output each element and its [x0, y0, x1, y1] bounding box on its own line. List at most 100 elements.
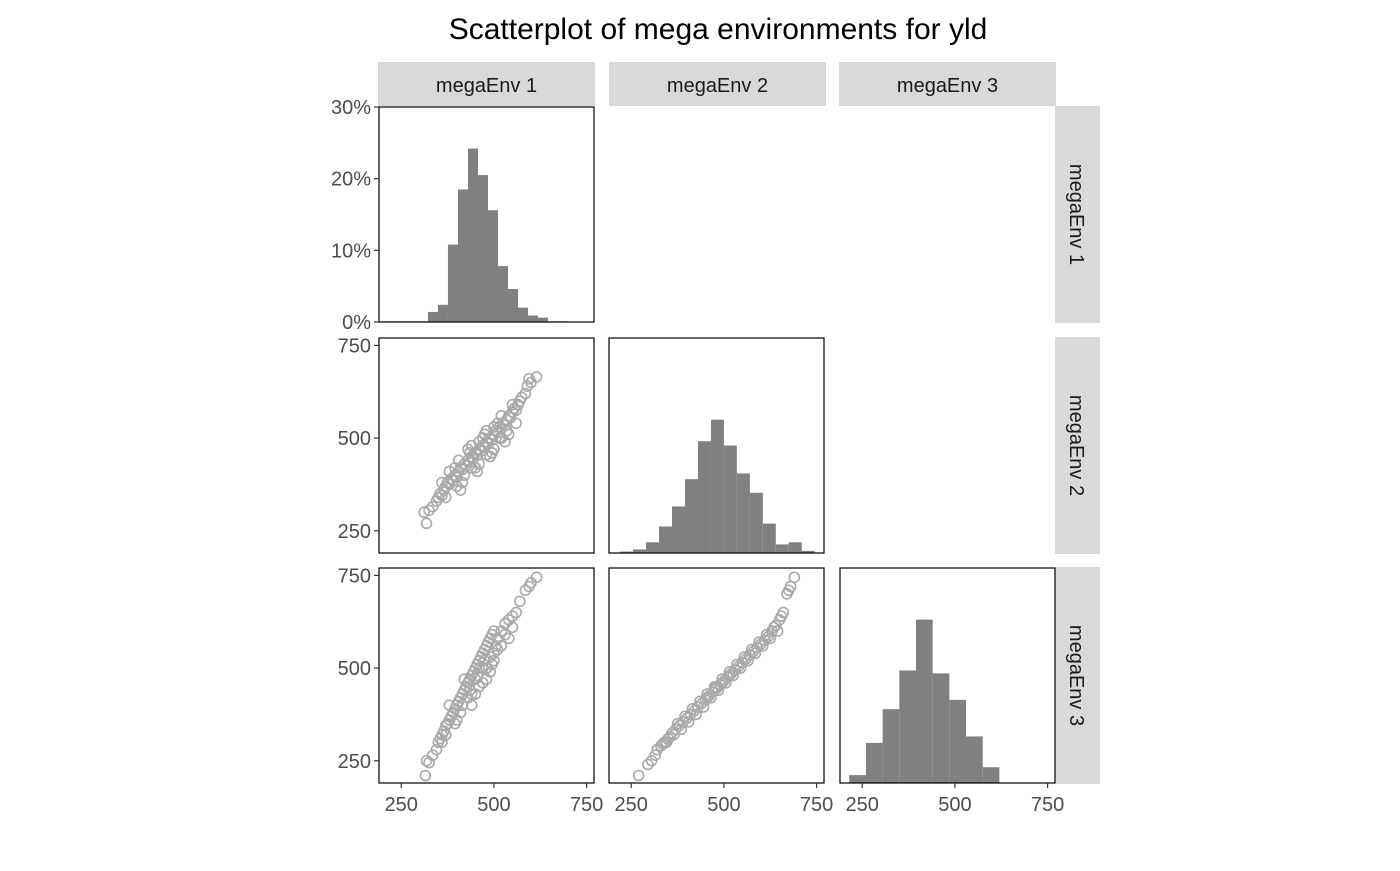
y-tick-label: 500: [338, 428, 371, 450]
scatter-point: [699, 693, 712, 706]
histogram-bar: [497, 266, 508, 322]
scatter-point: [473, 662, 485, 674]
scatter-point: [471, 669, 484, 682]
histogram-bar: [508, 289, 519, 322]
x-tick-label: 750: [1031, 794, 1064, 816]
panel-border: [378, 567, 595, 784]
scatter-point: [495, 432, 508, 444]
histogram-bar: [865, 742, 883, 783]
row-strip-label-1: megaEnv 1: [1065, 164, 1087, 265]
scatter-point: [519, 584, 532, 597]
scatter-point: [530, 371, 543, 383]
scatter-point: [764, 632, 777, 645]
column-strip-2: [609, 62, 826, 106]
scatter-point: [473, 435, 485, 448]
scatter-point: [488, 421, 500, 433]
x-tick-label: 250: [615, 794, 648, 816]
histogram-panel-3: [849, 619, 1000, 783]
scatter-point: [734, 662, 747, 674]
y-tick-label: 250: [338, 521, 371, 543]
scatter-point: [506, 621, 519, 634]
scatter-point: [723, 665, 736, 678]
chart-title: Scatterplot of mega environments for yld: [449, 13, 988, 46]
row-strip-label-2: megaEnv 2: [1065, 395, 1087, 496]
scatter-point: [439, 729, 452, 741]
scatter-point: [701, 691, 714, 704]
histogram-bar: [646, 542, 660, 553]
scatter-point: [501, 424, 513, 437]
histogram-bar: [518, 307, 529, 322]
scatter-point: [502, 410, 515, 422]
scatter-point: [716, 677, 728, 689]
y-tick-label: 0%: [342, 312, 371, 334]
scatter-point: [506, 610, 519, 622]
histogram-bar: [775, 544, 789, 553]
row-strip-2: [1055, 337, 1100, 554]
scatter-point: [727, 669, 739, 682]
scatter-point: [436, 476, 448, 489]
histogram-bar: [915, 619, 933, 783]
scatter-point: [458, 673, 471, 686]
scatter-panel-1: [418, 371, 543, 530]
scatter-point: [671, 717, 684, 730]
y-tick-label: 250: [338, 751, 371, 773]
scatter-point: [430, 743, 443, 756]
scatter-point: [788, 571, 801, 584]
x-tick-label: 500: [938, 794, 971, 816]
scatter-point: [703, 690, 715, 702]
scatter-point: [692, 701, 704, 713]
panel-border: [378, 106, 595, 323]
column-strip-label-2: megaEnv 2: [667, 75, 768, 97]
column-strip-label-1: megaEnv 1: [436, 75, 537, 97]
scatter-point: [465, 699, 478, 711]
y-tick-label: 500: [338, 658, 371, 680]
scatter-point: [488, 654, 500, 667]
column-strip-1: [378, 62, 595, 106]
scatter-point: [449, 717, 461, 730]
histogram-bar: [736, 473, 750, 553]
scatter-point: [439, 491, 452, 504]
y-tick-label: 750: [338, 565, 371, 587]
panel-frames: [378, 106, 1056, 784]
scatter-point: [495, 640, 508, 652]
scatter-point: [480, 448, 493, 461]
scatter-point: [669, 723, 682, 736]
scatter-point: [519, 387, 532, 400]
histogram-bar: [427, 311, 438, 322]
histogram-bar: [487, 210, 498, 322]
scatter-point: [458, 469, 471, 481]
row-strip-3: [1055, 567, 1100, 784]
scatter-point: [740, 653, 752, 665]
scatter-point: [725, 667, 738, 680]
histogram-bar: [710, 419, 724, 553]
scatter-point: [758, 634, 771, 647]
x-tick-label: 500: [707, 794, 740, 816]
scatter-point: [454, 706, 467, 719]
histogram-bar: [633, 549, 647, 553]
histogram-bar: [788, 542, 802, 553]
histogram-bar: [966, 736, 983, 783]
scatter-point: [686, 703, 699, 715]
histogram-bar: [982, 767, 1000, 783]
row-strips: megaEnv 1 megaEnv 2 megaEnv 3: [1055, 106, 1100, 784]
scatter-point: [465, 461, 478, 474]
scatter-point: [747, 645, 760, 658]
panel-border: [839, 567, 1056, 784]
scatter-point: [476, 677, 489, 689]
histogram-bar: [849, 775, 866, 783]
scatter-point: [488, 647, 500, 660]
axes: 0% 10% 20% 30% 250 500 750 250 500 750 250 500 750 25…: [331, 97, 1064, 816]
scatter-point: [701, 688, 714, 700]
scatter-point: [502, 632, 515, 645]
scatter-point: [771, 625, 784, 637]
column-strip-3: [839, 62, 1056, 106]
histogram-bar: [899, 670, 916, 783]
scatter-point: [486, 447, 498, 459]
y-tick-label: 20%: [331, 169, 371, 191]
x-tick-label: 750: [570, 794, 603, 816]
scatter-point: [749, 647, 762, 660]
y-tick-label: 750: [338, 335, 371, 357]
panel-border: [608, 567, 825, 784]
